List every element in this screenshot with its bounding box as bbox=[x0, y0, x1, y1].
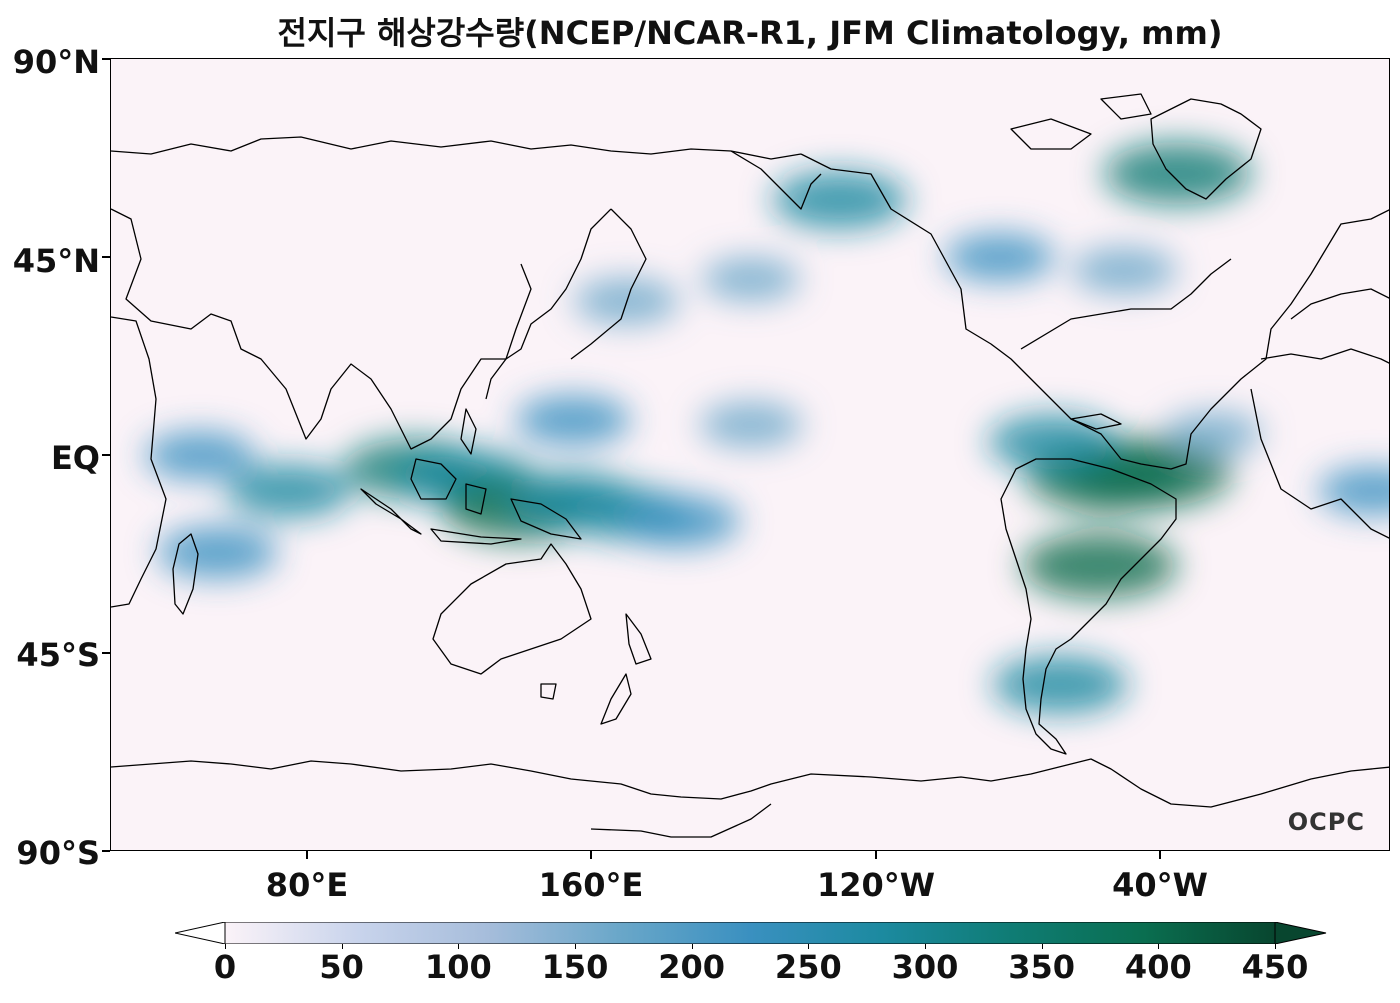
ocpc-watermark: OCPC bbox=[1287, 808, 1365, 836]
coastlines bbox=[111, 93, 1389, 838]
colorbar-tick-label: 50 bbox=[319, 948, 364, 986]
colorbar-extend-max bbox=[1274, 921, 1327, 945]
colorbar-tick bbox=[691, 944, 693, 949]
precip-region bbox=[144, 431, 255, 480]
colorbar-tick-label: 250 bbox=[774, 948, 842, 986]
colorbar-tick-label: 100 bbox=[424, 948, 492, 986]
colorbar-tick bbox=[925, 944, 926, 949]
colorbar-tick-label: 400 bbox=[1124, 948, 1192, 986]
map-canvas bbox=[111, 59, 1389, 850]
lat-label-45s: 45°S bbox=[16, 636, 100, 674]
precip-region bbox=[1318, 466, 1389, 515]
precipitation-map[interactable]: OCPC bbox=[110, 58, 1390, 851]
lon-tick bbox=[875, 851, 877, 859]
colorbar-tick-label: 150 bbox=[541, 948, 609, 986]
lon-tick bbox=[590, 851, 592, 859]
map-title: 전지구 해상강수량(NCEP/NCAR-R1, JFM Climatology,… bbox=[277, 14, 1223, 52]
colorbar-tick bbox=[341, 944, 343, 949]
colorbar-body bbox=[224, 921, 1276, 945]
colorbar-gradient bbox=[174, 921, 1327, 945]
colorbar-tick bbox=[808, 944, 810, 949]
lat-tick bbox=[102, 454, 110, 456]
lon-label-160e: 160°E bbox=[538, 866, 644, 904]
precip-region bbox=[1071, 247, 1177, 294]
colorbar-tick-label: 0 bbox=[213, 948, 237, 986]
colorbar-tick-label: 450 bbox=[1241, 948, 1309, 986]
colorbar-tick bbox=[1275, 944, 1276, 949]
colorbar bbox=[174, 921, 1327, 945]
precip-region bbox=[699, 402, 803, 448]
colorbar-tick-label: 200 bbox=[658, 948, 726, 986]
precip-region bbox=[944, 233, 1055, 282]
precip-region bbox=[226, 463, 352, 518]
lon-tick bbox=[306, 851, 308, 859]
precip-region bbox=[988, 414, 1119, 471]
lon-label-80e: 80°E bbox=[265, 866, 349, 904]
lat-label-45n: 45°N bbox=[12, 242, 100, 280]
colorbar-tick-label: 350 bbox=[1008, 948, 1076, 986]
colorbar-extend-min bbox=[174, 921, 226, 945]
precip-region bbox=[1021, 532, 1177, 599]
lat-tick bbox=[102, 850, 110, 852]
precip-region bbox=[1103, 142, 1252, 206]
colorbar-tick bbox=[458, 944, 460, 949]
lat-tick bbox=[102, 652, 110, 654]
lon-label-120w: 120°W bbox=[816, 866, 936, 904]
lat-label-90n: 90°N bbox=[12, 43, 100, 81]
lat-label-90s: 90°S bbox=[16, 834, 100, 872]
precip-region bbox=[772, 170, 908, 229]
precip-region bbox=[992, 655, 1128, 714]
precip-region bbox=[515, 395, 631, 446]
precip-region bbox=[619, 495, 740, 548]
lat-tick bbox=[102, 58, 110, 60]
lat-tick bbox=[102, 256, 110, 258]
precip-region bbox=[1164, 411, 1262, 455]
lon-label-40w: 40°W bbox=[1112, 866, 1208, 904]
colorbar-tick bbox=[575, 944, 576, 949]
colorbar-tick bbox=[225, 944, 226, 949]
colorbar-tick bbox=[1041, 944, 1043, 949]
colorbar-tick bbox=[1158, 944, 1160, 949]
precip-region bbox=[702, 257, 800, 301]
lat-label-eq: EQ bbox=[50, 439, 100, 477]
lon-tick bbox=[1159, 851, 1161, 859]
colorbar-tick-label: 300 bbox=[891, 948, 959, 986]
precip-region bbox=[157, 526, 278, 579]
